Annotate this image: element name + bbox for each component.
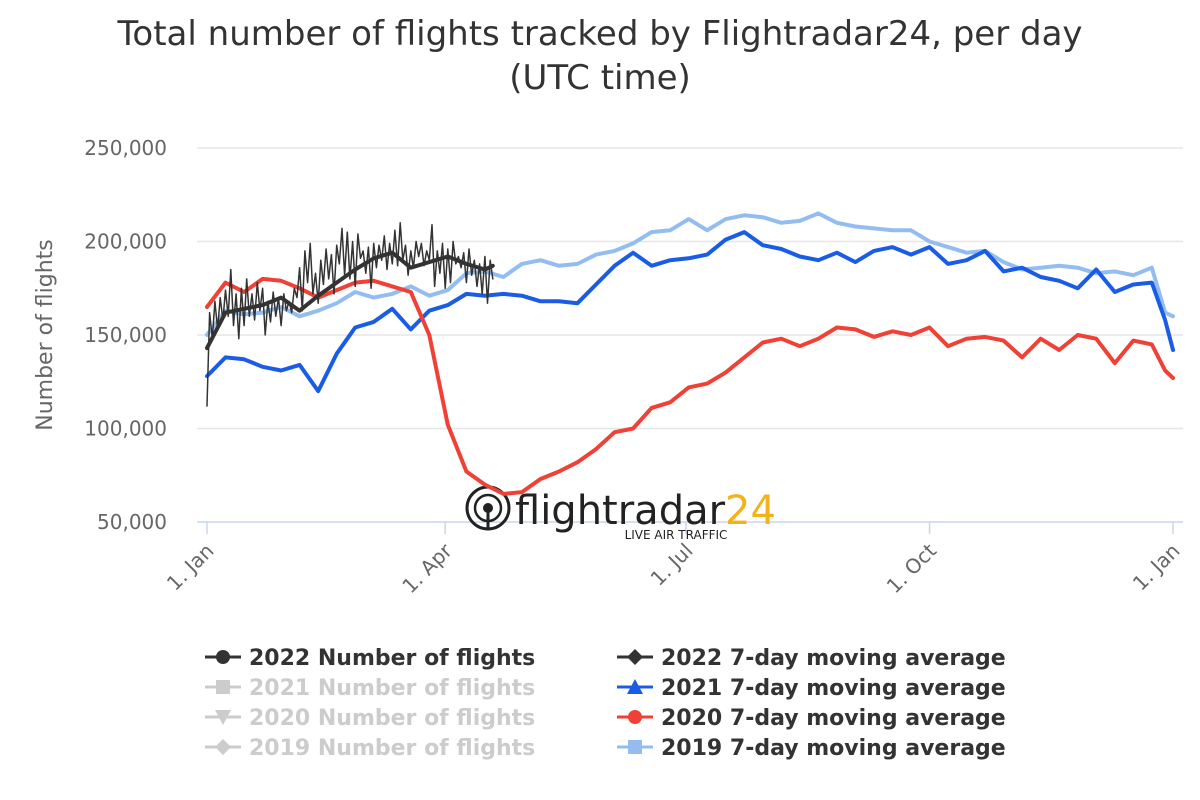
legend-label: 2022 Number of flights — [249, 646, 535, 671]
y-axis-title: Number of flights — [33, 239, 58, 431]
svg-text:flightradar24: flightradar24 — [515, 488, 776, 534]
legend-label: 2019 7-day moving average — [661, 736, 1006, 761]
chart-subtitle: (UTC time) — [509, 58, 691, 98]
y-tick-label: 100,000 — [84, 417, 167, 441]
series-line-2022-7-day-moving-average — [205, 250, 495, 351]
y-tick-label: 200,000 — [84, 230, 167, 254]
legend-marker-circle — [216, 650, 230, 664]
legend: 2022 Number of flights 2022 7-day moving … — [205, 646, 1006, 761]
legend-item-2019-7-day-moving-average[interactable]: 2019 7-day moving average — [617, 736, 1006, 761]
legend-label: 2021 7-day moving average — [661, 676, 1006, 701]
legend-label: 2019 Number of flights — [249, 736, 535, 761]
chart-series — [205, 211, 1175, 496]
legend-marker-diamond — [215, 739, 231, 755]
legend-label: 2021 Number of flights — [249, 676, 535, 701]
grid-lines — [197, 147, 1183, 523]
x-tick-label: 1. Jul — [646, 539, 698, 591]
legend-marker-circle — [628, 710, 642, 724]
legend-label: 2020 7-day moving average — [661, 706, 1006, 731]
y-axis-tick-labels: 50,000 100,000 150,000 200,000 250,000 — [84, 136, 167, 534]
legend-marker-triangle-down — [215, 710, 231, 725]
legend-item-2022-7-day-moving-average[interactable]: 2022 7-day moving average — [617, 646, 1006, 671]
legend-item-2020-number-of-flights[interactable]: 2020 Number of flights — [205, 706, 535, 731]
y-tick-label: 50,000 — [97, 510, 167, 534]
radar-icon — [465, 485, 511, 531]
legend-marker-square — [216, 680, 230, 694]
legend-marker-triangle — [627, 679, 643, 694]
legend-item-2020-7-day-moving-average[interactable]: 2020 7-day moving average — [617, 706, 1006, 731]
logo-brand-prefix: flightradar — [515, 488, 726, 534]
legend-label: 2022 7-day moving average — [661, 646, 1006, 671]
x-tick-label: 1. Oct — [882, 538, 942, 598]
logo-tagline: LIVE AIR TRAFFIC — [625, 528, 728, 542]
legend-item-2021-number-of-flights[interactable]: 2021 Number of flights — [205, 676, 535, 701]
legend-item-2022-number-of-flights[interactable]: 2022 Number of flights — [205, 646, 535, 671]
chart-title: Total number of flights tracked by Fligh… — [117, 14, 1083, 54]
legend-label: 2020 Number of flights — [249, 706, 535, 731]
flightradar24-logo: flightradar24 LIVE AIR TRAFFIC — [465, 485, 776, 542]
legend-item-2021-7-day-moving-average[interactable]: 2021 7-day moving average — [617, 676, 1006, 701]
logo-brand-suffix: 24 — [725, 488, 776, 534]
series-line-2022-number-of-flights — [206, 222, 494, 407]
legend-marker-diamond — [627, 649, 643, 665]
y-tick-label: 250,000 — [84, 136, 167, 160]
x-tick-label: 1. Jan — [162, 539, 219, 596]
x-tick-label: 1. Apr — [397, 538, 457, 598]
legend-item-2019-number-of-flights[interactable]: 2019 Number of flights — [205, 736, 535, 761]
x-tick-label: 1. Jan — [1128, 539, 1185, 596]
y-tick-label: 150,000 — [84, 323, 167, 347]
legend-marker-square — [628, 740, 642, 754]
series-line-2020-7-day-moving-average — [205, 276, 1175, 496]
series-line-2021-7-day-moving-average — [205, 230, 1175, 394]
